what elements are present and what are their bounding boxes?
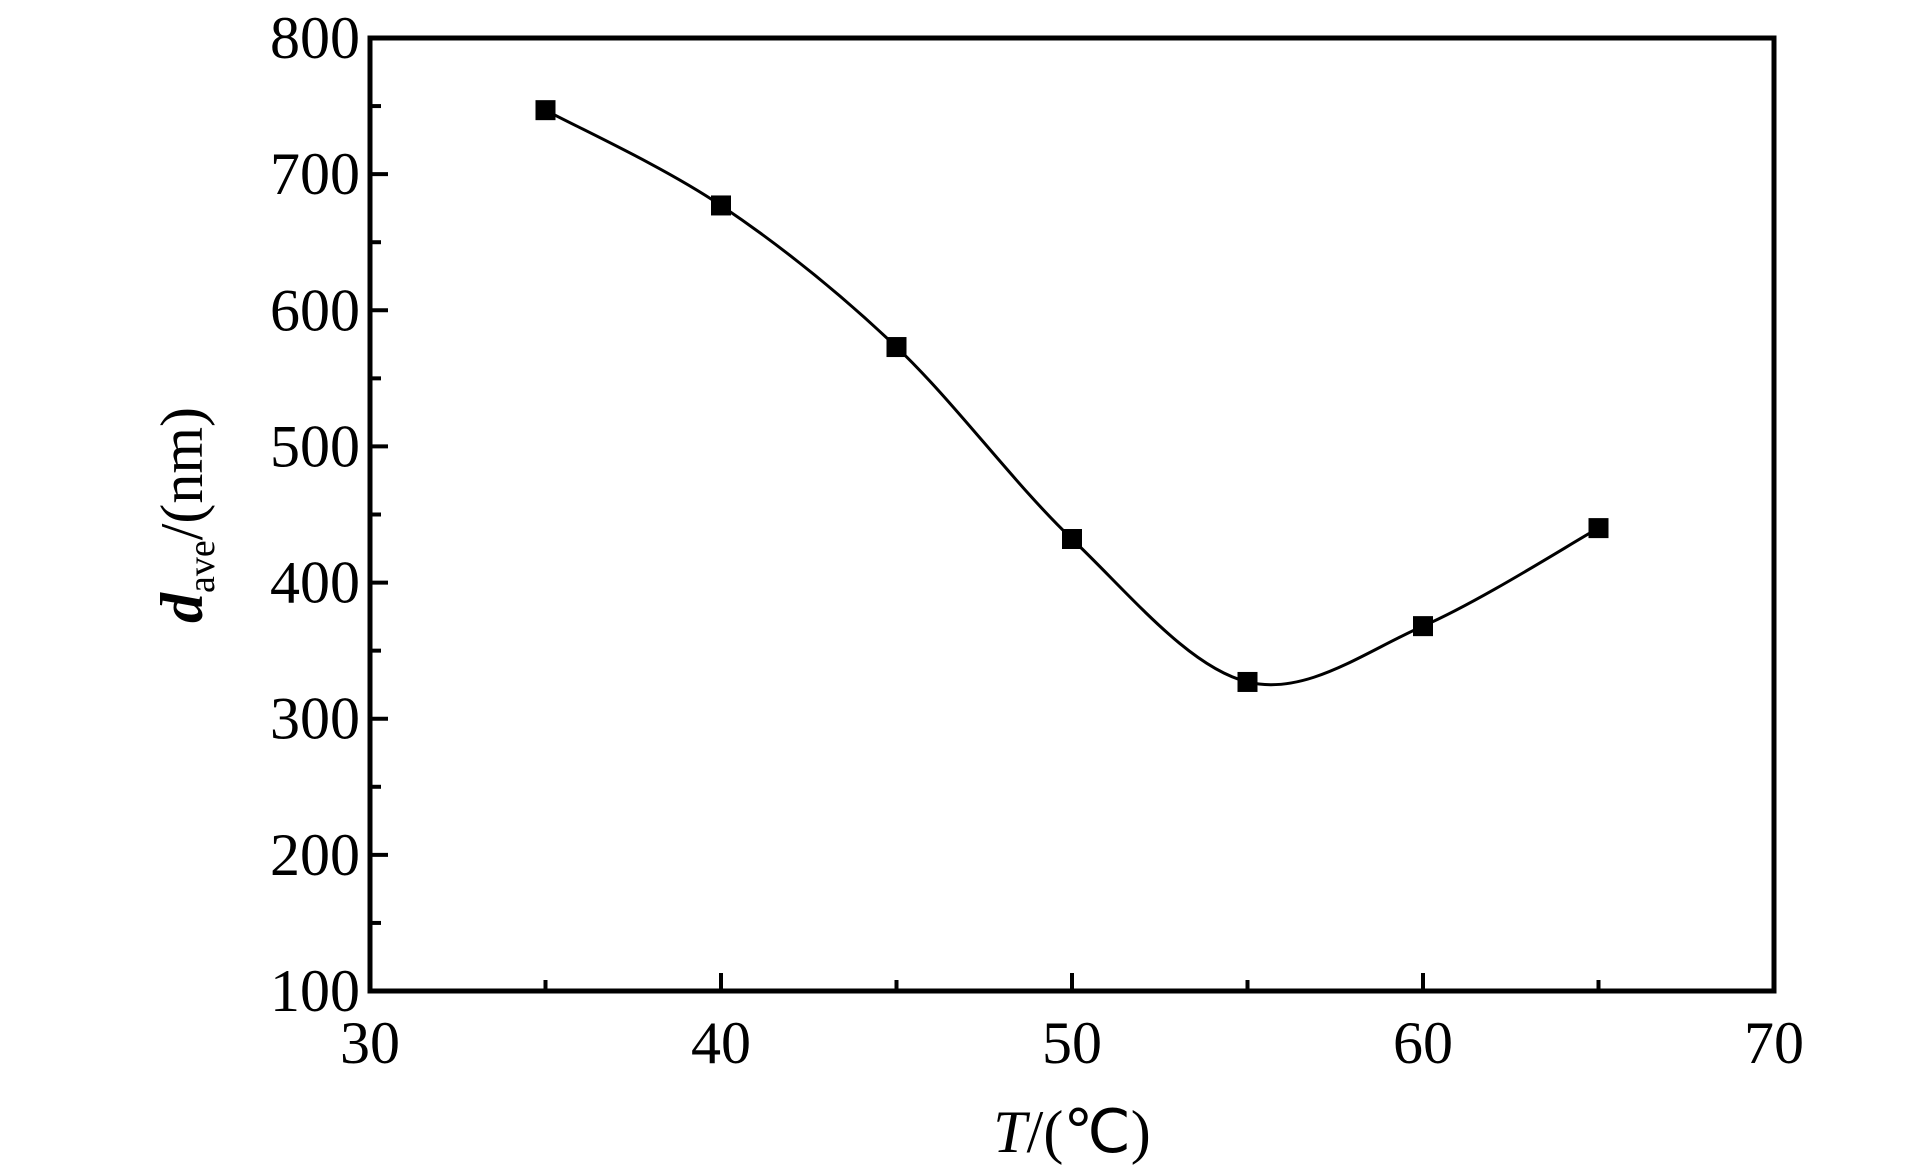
label-layer: 30 40 50 60 70 100 200 300 400 500 600 700 800 (270, 5, 1804, 1076)
data-point-marker (1413, 616, 1433, 637)
data-point-marker (1237, 671, 1258, 692)
data-point-marker (1062, 529, 1082, 550)
plot-frame (367, 35, 1777, 994)
y-tick-label: 100 (270, 958, 360, 1024)
y-axis-title-sub: ave (181, 540, 223, 593)
y-tick-label: 700 (270, 141, 360, 207)
x-axis-title-rest: /(℃) (1027, 1099, 1151, 1165)
x-tick-label: 70 (1744, 1010, 1804, 1076)
x-tick-label: 50 (1042, 1010, 1102, 1076)
y-tick-label: 600 (270, 277, 360, 343)
data-point-marker (886, 337, 907, 358)
data-point-marker (535, 100, 556, 121)
y-tick-label: 200 (270, 822, 360, 888)
x-axis-title-main: T (993, 1099, 1030, 1165)
y-tick-label: 400 (270, 550, 360, 616)
marker-layer (535, 100, 1609, 692)
data-point-marker (1588, 518, 1609, 539)
y-axis-title: dave/(nm) (149, 407, 223, 623)
y-tick-label: 300 (270, 686, 360, 752)
x-tick-label: 60 (1393, 1010, 1453, 1076)
y-axis-title-main: d (149, 592, 215, 623)
x-tick-label: 40 (691, 1010, 751, 1076)
data-point-marker (711, 195, 731, 216)
y-tick-label: 800 (270, 5, 360, 71)
y-tick-label: 500 (270, 413, 360, 479)
y-axis-title-rest: /(nm) (149, 407, 215, 540)
x-axis-title: T/(℃) (993, 1099, 1150, 1165)
x-tick-label: 30 (340, 1010, 400, 1076)
